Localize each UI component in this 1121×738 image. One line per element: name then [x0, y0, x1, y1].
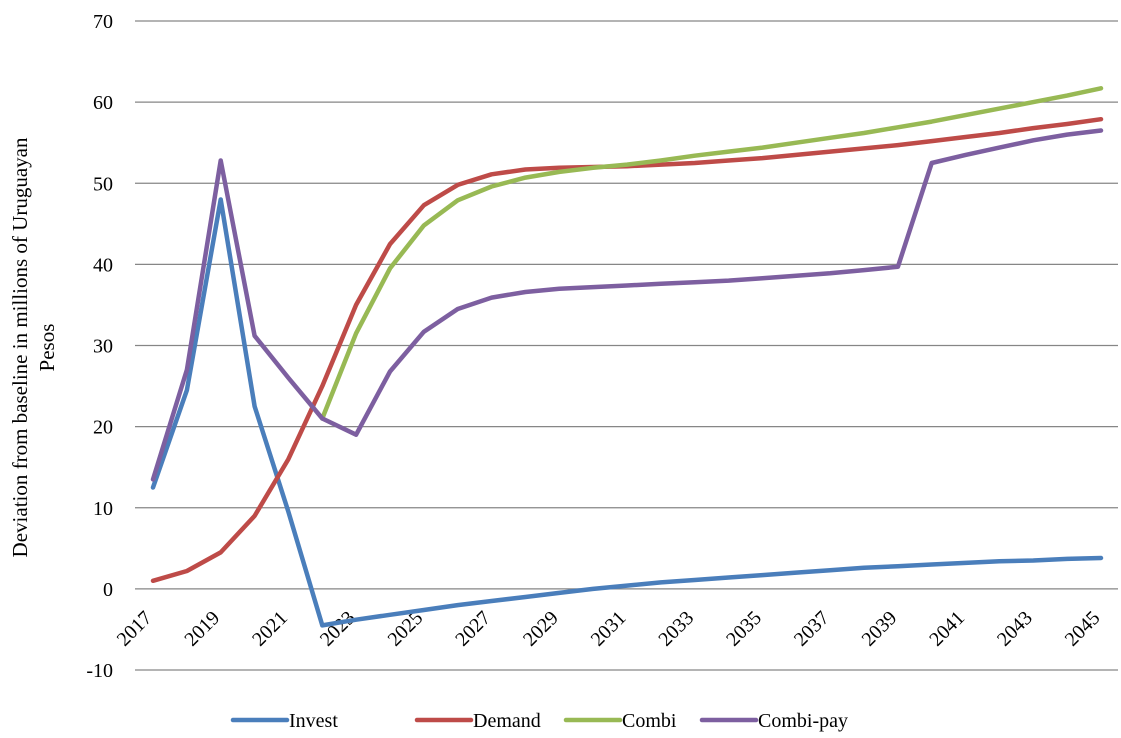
- x-tick-label: 2037: [790, 607, 834, 651]
- y-tick-label: 10: [93, 498, 113, 520]
- y-axis-title: Deviation from baseline in millions of U…: [8, 137, 59, 557]
- gridlines: [135, 20, 1118, 671]
- y-tick-label: 40: [93, 254, 113, 276]
- x-tick-label: 2043: [993, 607, 1037, 651]
- x-tick-label: 2023: [316, 607, 360, 651]
- x-tick-label: 2039: [858, 607, 902, 651]
- y-tick-label: 70: [93, 11, 113, 33]
- series-line-invest: [150, 197, 1104, 628]
- x-tick-label: 2031: [587, 607, 631, 651]
- x-axis-ticks: 2017 2019 2021 2023 2025 2027 2029 2031 2033 2035…: [113, 607, 1105, 651]
- y-tick-label: -10: [86, 660, 113, 682]
- x-tick-label: 2027: [451, 607, 495, 651]
- y-tick-label: 50: [93, 173, 113, 195]
- legend-label: Combi-pay: [758, 710, 848, 732]
- y-tick-label: 60: [93, 92, 113, 114]
- x-tick-label: 2021: [248, 607, 292, 651]
- series-line-demand: [150, 116, 1104, 584]
- y-axis-title-line: Pesos: [35, 324, 59, 372]
- series-lines: [150, 86, 1104, 628]
- x-tick-label: 2033: [654, 607, 698, 651]
- legend-label: Combi: [622, 710, 677, 732]
- y-axis-ticks: -10 0 10 20 30 40 50 60 70: [86, 11, 113, 682]
- y-tick-label: 0: [103, 579, 113, 601]
- y-tick-label: 20: [93, 417, 113, 439]
- y-axis-title-line: Deviation from baseline in millions of U…: [8, 137, 32, 557]
- series-line-combi: [320, 86, 1104, 421]
- x-tick-label: 2035: [722, 607, 766, 651]
- legend-label: Demand: [473, 710, 541, 732]
- x-tick-label: 2019: [180, 607, 224, 651]
- x-tick-label: 2041: [925, 607, 969, 651]
- series-line-combi-pay: [150, 128, 1104, 482]
- x-tick-label: 2045: [1061, 607, 1105, 651]
- legend-label: Invest: [289, 710, 338, 732]
- legend: Invest Demand Combi Combi-pay: [230, 710, 848, 732]
- x-tick-label: 2029: [519, 607, 563, 651]
- x-tick-label: 2017: [113, 607, 157, 651]
- y-tick-label: 30: [93, 336, 113, 358]
